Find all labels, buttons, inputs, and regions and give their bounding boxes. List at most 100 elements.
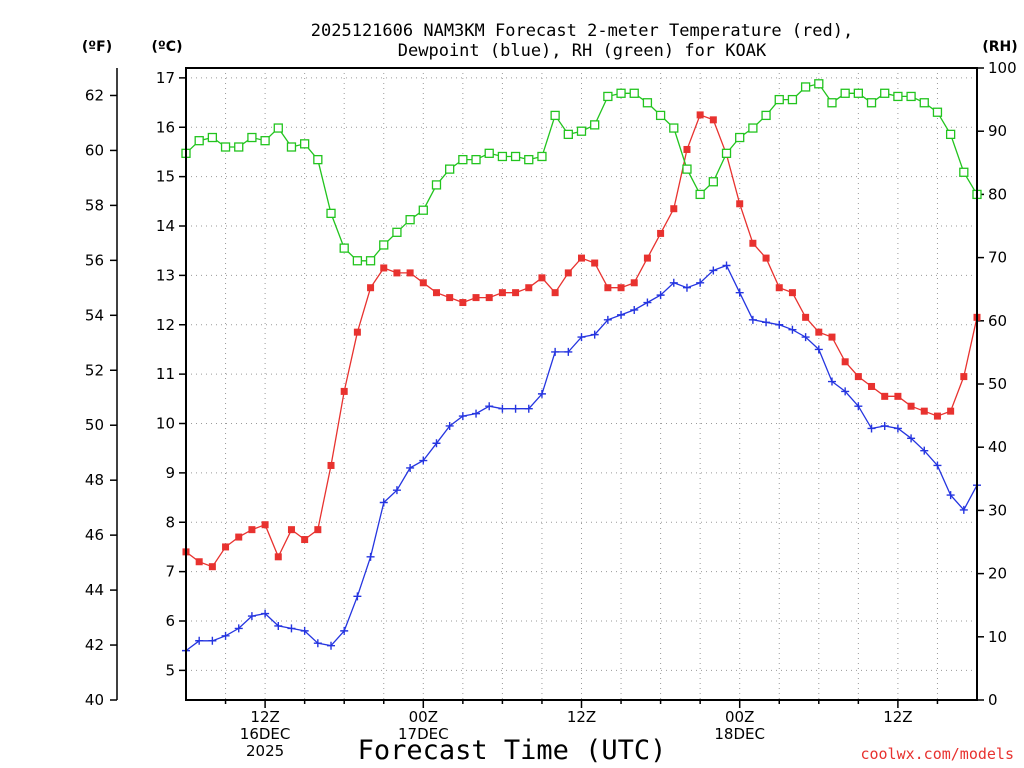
rh-point [603, 91, 613, 102]
rh-point [629, 88, 639, 98]
dewpoint-point [696, 278, 705, 287]
temperature-point [538, 274, 546, 282]
dewpoint-point [577, 333, 586, 342]
rh-line [185, 83, 978, 262]
rh-point [365, 256, 376, 266]
temperature-point [393, 269, 401, 277]
temperature-point [630, 279, 638, 287]
temperature-point [881, 392, 889, 400]
time-tick-label: 12Z [567, 708, 596, 726]
fahrenheit-tick-label: 54 [85, 306, 104, 324]
temperature-point [920, 407, 928, 415]
rh-point [642, 98, 653, 108]
time-tick-label: 12Z [883, 708, 912, 726]
rh-point [537, 151, 547, 162]
temperature-point [327, 461, 335, 469]
temperature-point [657, 229, 665, 237]
temperature-point [380, 264, 388, 272]
chart-title-line-2: Dewpoint (blue), RH (green) for KOAK [398, 41, 767, 61]
rh-tick-label: 10 [988, 628, 1007, 646]
celsius-tick-label: 17 [156, 69, 175, 87]
celsius-axis-unit: (ºC) [152, 39, 183, 55]
celsius-tick-label: 12 [156, 316, 175, 334]
dewpoint-point [551, 347, 560, 356]
rh-point [234, 142, 244, 152]
celsius-tick-label: 11 [156, 365, 175, 383]
temperature-point [340, 387, 348, 395]
fahrenheit-tick-label: 56 [85, 251, 104, 269]
dewpoint-point [959, 505, 968, 514]
rh-point [207, 132, 218, 143]
rh-point [405, 215, 415, 225]
temperature-point [485, 294, 493, 302]
dewpoint-point [419, 456, 428, 465]
fahrenheit-tick-label: 48 [85, 471, 104, 489]
dewpoint-point [524, 404, 533, 413]
temperature-point [472, 294, 480, 302]
dewpoint-point [827, 377, 836, 386]
dewpoint-point [617, 310, 626, 319]
rh-point [827, 98, 837, 108]
dewpoint-point [340, 626, 349, 635]
dewpoint-point [643, 298, 652, 307]
rh-tick-label: 80 [988, 185, 1007, 203]
rh-point [299, 139, 310, 149]
dewpoint-point [603, 315, 612, 324]
dewpoint-point [511, 404, 520, 413]
series-layer [181, 79, 982, 655]
temperature-point [314, 526, 322, 534]
celsius-tick-label: 13 [156, 266, 175, 284]
temperature-point [551, 289, 559, 297]
temperature-point [854, 373, 862, 381]
temperature-point [775, 284, 783, 292]
rh-tick-label: 60 [988, 312, 1007, 330]
rh-point [919, 98, 929, 108]
dewpoint-series [182, 261, 981, 655]
fahrenheit-tick-label: 46 [85, 526, 104, 544]
dewpoint-point [221, 631, 230, 640]
fahrenheit-tick-label: 44 [85, 581, 104, 599]
time-tick-label: 18DEC [714, 725, 765, 743]
rh-tick-label: 0 [988, 691, 998, 709]
celsius-tick-label: 16 [156, 118, 175, 136]
rh-point [866, 98, 877, 108]
rh-point [761, 110, 771, 121]
rh-point [220, 142, 231, 152]
dewpoint-point [564, 347, 573, 356]
dewpoint-point [775, 320, 784, 329]
temperature-point [894, 392, 902, 400]
dewpoint-point [327, 641, 336, 650]
rh-point [708, 177, 718, 187]
rh-point [194, 136, 204, 146]
dewpoint-point [630, 305, 639, 314]
temperature-point [525, 284, 533, 292]
rh-tick-label: 50 [988, 375, 1007, 393]
celsius-axis: 5 6 7 8 9 10 11 12 13 14 15 16 17 [156, 69, 186, 679]
time-tick-label: 00Z [725, 708, 754, 726]
fahrenheit-axis: 40 42 44 46 48 50 52 54 56 58 60 62 [85, 68, 118, 709]
rh-tick-label: 20 [988, 565, 1007, 583]
rh-point [247, 132, 257, 143]
temperature-point [604, 284, 612, 292]
temperature-point [933, 412, 941, 420]
temperature-point [960, 373, 968, 381]
rh-point [484, 148, 494, 158]
temperature-point [498, 289, 506, 297]
dewpoint-point [880, 421, 889, 430]
temperature-point [208, 563, 216, 571]
temperature-point [512, 289, 520, 297]
rh-point [787, 94, 798, 105]
dewpoint-point [907, 434, 916, 443]
dewpoint-point [287, 624, 296, 633]
dewpoint-point [709, 266, 718, 275]
temperature-point [353, 328, 361, 336]
time-tick-label: 2025 [246, 742, 284, 760]
dewpoint-point [458, 412, 467, 421]
temperature-point [591, 259, 599, 267]
temperature-point [947, 407, 955, 415]
temperature-point [406, 269, 414, 277]
time-tick-label: 16DEC [240, 725, 291, 743]
chart-title-line-1: 2025121606 NAM3KM Forecast 2-meter Tempe… [311, 21, 853, 41]
dewpoint-point [933, 461, 942, 470]
dewpoint-point [814, 345, 823, 354]
